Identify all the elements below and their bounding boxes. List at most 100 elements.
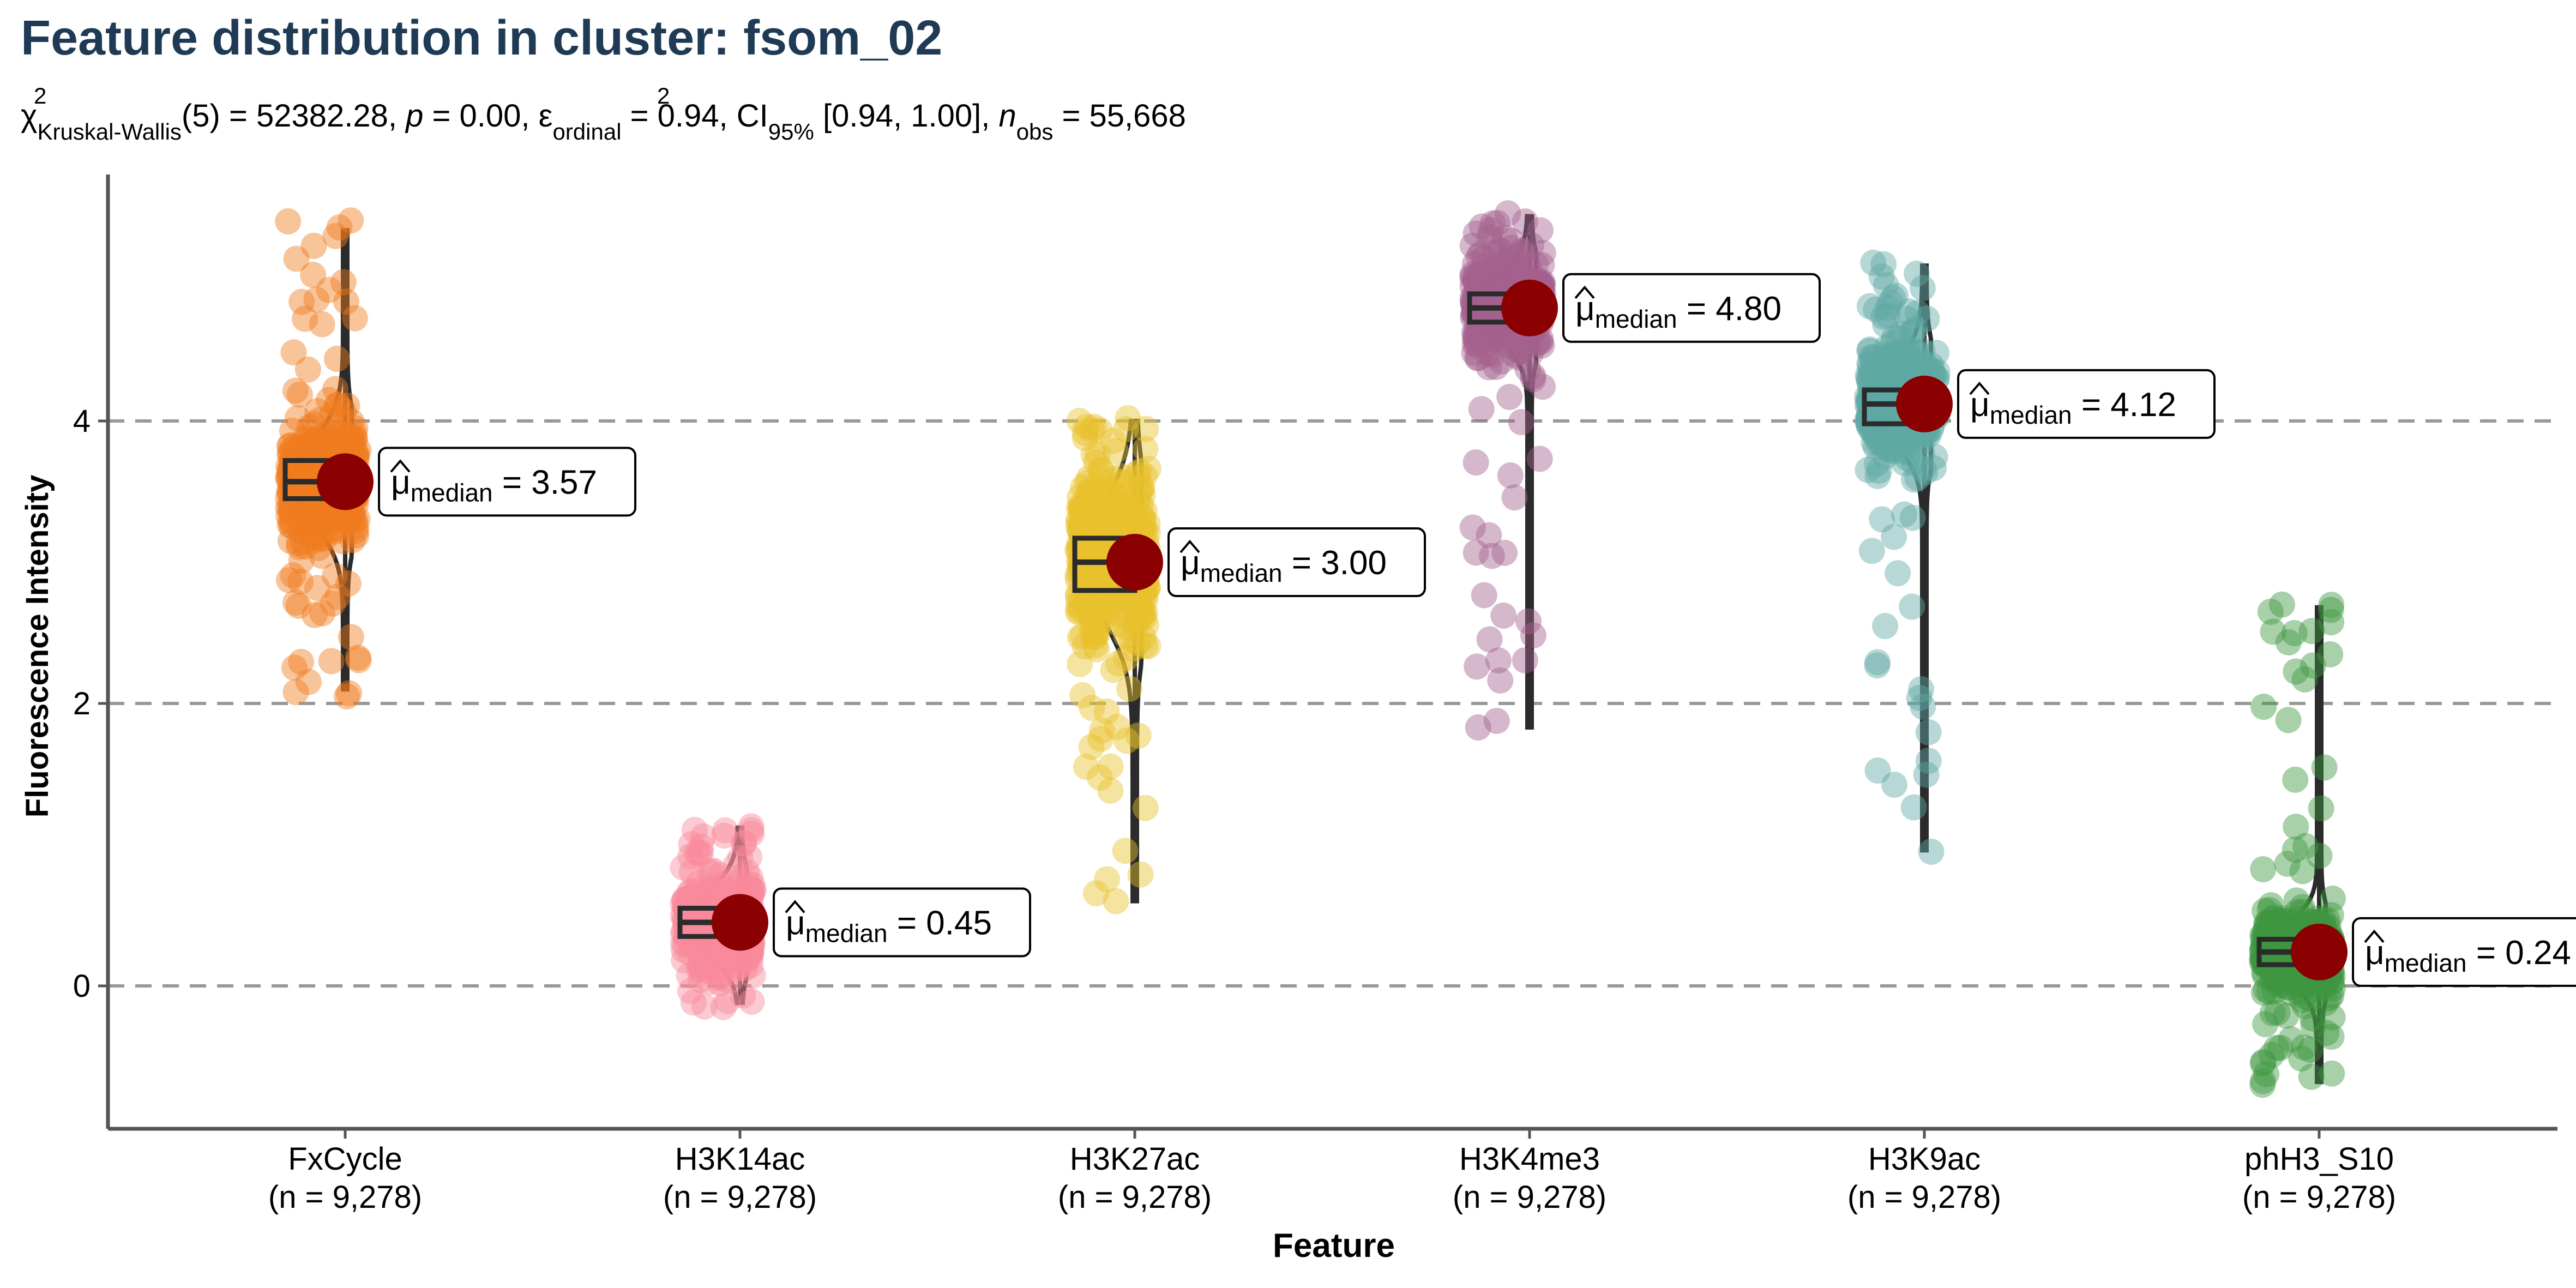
data-point bbox=[341, 425, 368, 452]
data-point bbox=[1091, 503, 1117, 530]
data-point bbox=[1073, 413, 1100, 440]
data-point bbox=[1102, 480, 1129, 507]
data-point bbox=[2317, 641, 2344, 667]
data-point bbox=[1129, 512, 1156, 539]
data-point bbox=[1072, 633, 1098, 660]
data-point bbox=[1121, 608, 1148, 635]
data-point bbox=[1472, 278, 1499, 304]
data-point bbox=[1134, 510, 1161, 537]
data-point bbox=[1863, 434, 1889, 461]
data-point bbox=[1478, 264, 1505, 291]
data-point bbox=[1479, 305, 1506, 332]
data-point bbox=[1877, 354, 1904, 381]
data-point bbox=[295, 669, 322, 695]
data-point bbox=[739, 962, 766, 989]
data-point bbox=[2311, 754, 2338, 781]
data-point bbox=[1873, 356, 1899, 383]
median-dot bbox=[1106, 534, 1163, 591]
data-point bbox=[288, 497, 315, 524]
data-point bbox=[1520, 622, 1546, 649]
data-point bbox=[2318, 902, 2344, 929]
data-point bbox=[292, 533, 318, 560]
data-point bbox=[2285, 970, 2312, 996]
data-point bbox=[303, 527, 329, 553]
data-point bbox=[1869, 506, 1895, 533]
data-point bbox=[1115, 510, 1141, 537]
data-point bbox=[1116, 493, 1143, 520]
data-point bbox=[309, 600, 336, 627]
data-point bbox=[1111, 509, 1137, 535]
data-point bbox=[1868, 431, 1895, 458]
data-point bbox=[1072, 425, 1098, 452]
data-point bbox=[1076, 507, 1103, 533]
median-dot bbox=[2291, 923, 2348, 980]
data-point bbox=[333, 422, 360, 449]
data-point bbox=[1522, 251, 1549, 278]
data-point bbox=[1512, 238, 1539, 264]
data-point bbox=[1910, 356, 1937, 383]
data-point bbox=[2258, 1042, 2285, 1068]
data-point bbox=[2308, 795, 2334, 822]
data-point bbox=[737, 944, 764, 971]
data-point bbox=[1874, 380, 1900, 406]
data-point bbox=[1128, 475, 1155, 502]
data-point bbox=[287, 435, 314, 462]
median-markers bbox=[317, 279, 2348, 980]
data-point bbox=[688, 883, 714, 910]
data-point bbox=[1461, 319, 1488, 346]
data-point bbox=[1133, 611, 1159, 638]
data-point bbox=[1505, 255, 1532, 281]
data-point bbox=[1074, 513, 1100, 540]
data-point bbox=[318, 428, 345, 455]
data-point bbox=[1066, 598, 1093, 625]
data-point bbox=[1086, 527, 1113, 554]
data-point bbox=[1463, 321, 1490, 348]
data-point bbox=[275, 567, 302, 593]
x-tick-count: (n = 9,278) bbox=[2242, 1179, 2396, 1215]
data-point bbox=[1518, 232, 1545, 258]
point-cloud bbox=[2249, 591, 2346, 1098]
data-point bbox=[1470, 318, 1496, 345]
data-point bbox=[1482, 239, 1509, 266]
data-point bbox=[1066, 494, 1092, 521]
data-point bbox=[689, 881, 715, 907]
data-point bbox=[293, 502, 320, 528]
data-point bbox=[1096, 589, 1123, 616]
data-point bbox=[297, 499, 324, 526]
data-point bbox=[1854, 407, 1881, 434]
data-point bbox=[1486, 270, 1513, 297]
data-point bbox=[1497, 462, 1524, 489]
data-point bbox=[1078, 417, 1105, 443]
data-point bbox=[2318, 1024, 2345, 1050]
data-point bbox=[2286, 979, 2313, 1006]
data-point bbox=[1124, 465, 1151, 491]
data-point bbox=[286, 533, 312, 560]
data-point bbox=[1461, 331, 1488, 358]
data-point bbox=[1479, 255, 1506, 282]
data-point bbox=[292, 472, 319, 499]
data-point bbox=[1471, 253, 1497, 280]
data-point bbox=[2250, 694, 2277, 720]
data-point bbox=[1065, 506, 1092, 533]
data-point bbox=[1864, 649, 1891, 676]
data-point bbox=[1474, 271, 1501, 298]
data-point bbox=[1482, 326, 1508, 352]
data-point bbox=[340, 504, 367, 531]
data-point bbox=[1076, 598, 1103, 625]
data-point bbox=[676, 962, 702, 989]
data-point bbox=[320, 590, 346, 617]
data-point bbox=[1125, 606, 1152, 633]
data-point bbox=[1088, 456, 1115, 483]
data-point bbox=[1106, 507, 1133, 534]
subtitle-nobs: 55,668 bbox=[1090, 98, 1186, 134]
data-point bbox=[1476, 626, 1503, 653]
data-point bbox=[1881, 356, 1907, 382]
data-point bbox=[1861, 429, 1887, 456]
data-point bbox=[2281, 619, 2308, 646]
data-point bbox=[2259, 1000, 2286, 1026]
data-point bbox=[2319, 1060, 2345, 1087]
data-point bbox=[1461, 325, 1488, 352]
data-point bbox=[1097, 580, 1123, 607]
data-point bbox=[1102, 588, 1129, 615]
data-point bbox=[1065, 514, 1092, 541]
